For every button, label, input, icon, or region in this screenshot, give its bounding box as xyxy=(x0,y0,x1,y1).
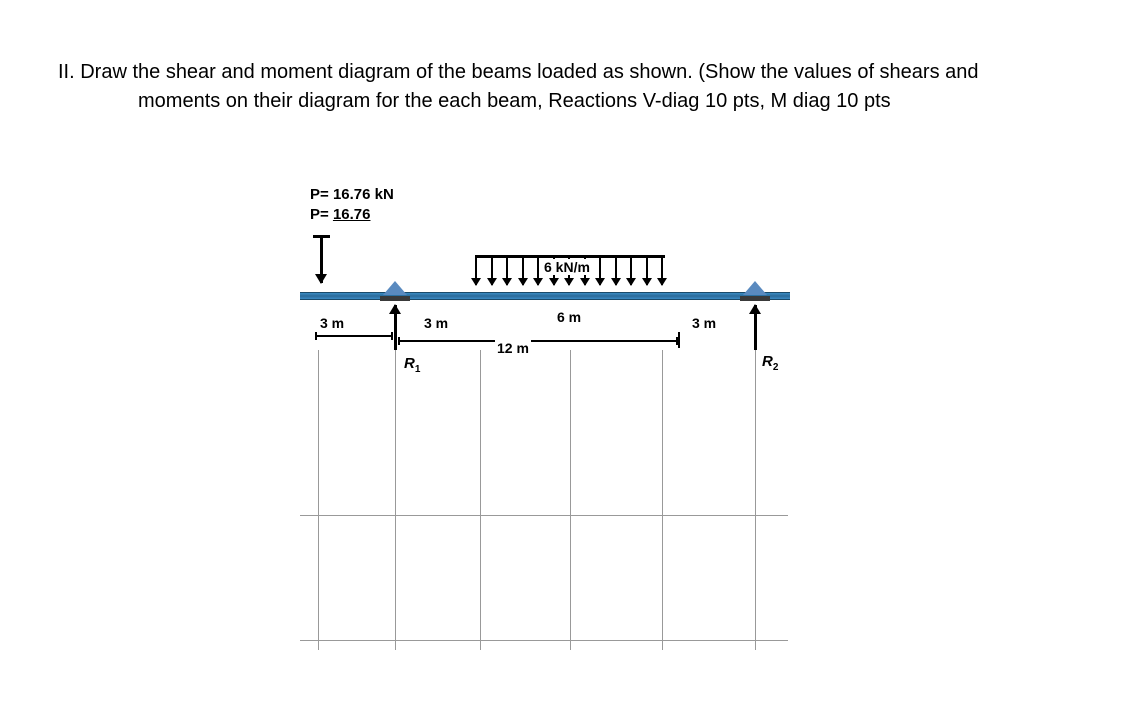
grid-vline xyxy=(570,350,571,650)
point-load-labels: P= 16.76 kN P= 16.76 xyxy=(310,185,394,226)
p-value-2: 16.76 xyxy=(333,206,371,223)
problem-line-2: moments on their diagram for the each be… xyxy=(58,87,1088,116)
distributed-arrow-icon xyxy=(615,255,617,285)
grid-vline xyxy=(318,350,319,650)
beam xyxy=(300,292,790,300)
problem-line-1: II. Draw the shear and moment diagram of… xyxy=(58,61,979,83)
p-prefix-2: P= xyxy=(310,206,329,223)
distributed-arrow-icon xyxy=(537,255,539,285)
p-prefix-1: P= xyxy=(310,186,329,203)
distributed-arrow-icon xyxy=(646,255,648,285)
distributed-arrow-icon xyxy=(599,255,601,285)
grid-hline xyxy=(300,640,788,641)
grid-vline xyxy=(755,350,756,650)
p-value-1: 16.76 kN xyxy=(333,186,394,203)
support-triangle-icon xyxy=(383,281,407,295)
distributed-load-label: 6 kN/m xyxy=(544,259,590,275)
diagram-grid xyxy=(300,300,788,650)
problem-statement: II. Draw the shear and moment diagram of… xyxy=(58,58,1088,116)
distributed-load-top-bar xyxy=(475,255,665,258)
beam-diagram: P= 16.76 kN P= 16.76 6 kN/m R1 R2 3 m 3 … xyxy=(300,185,820,665)
distributed-arrow-icon xyxy=(522,255,524,285)
distributed-arrow-icon xyxy=(630,255,632,285)
grid-vline xyxy=(480,350,481,650)
distributed-arrow-icon xyxy=(475,255,477,285)
grid-vline xyxy=(395,350,396,650)
point-load-arrow xyxy=(320,235,323,283)
grid-vline xyxy=(662,350,663,650)
distributed-arrow-icon xyxy=(491,255,493,285)
distributed-arrow-icon xyxy=(661,255,663,285)
support-triangle-icon xyxy=(743,281,767,295)
distributed-arrow-icon xyxy=(506,255,508,285)
grid-hline xyxy=(300,515,788,516)
